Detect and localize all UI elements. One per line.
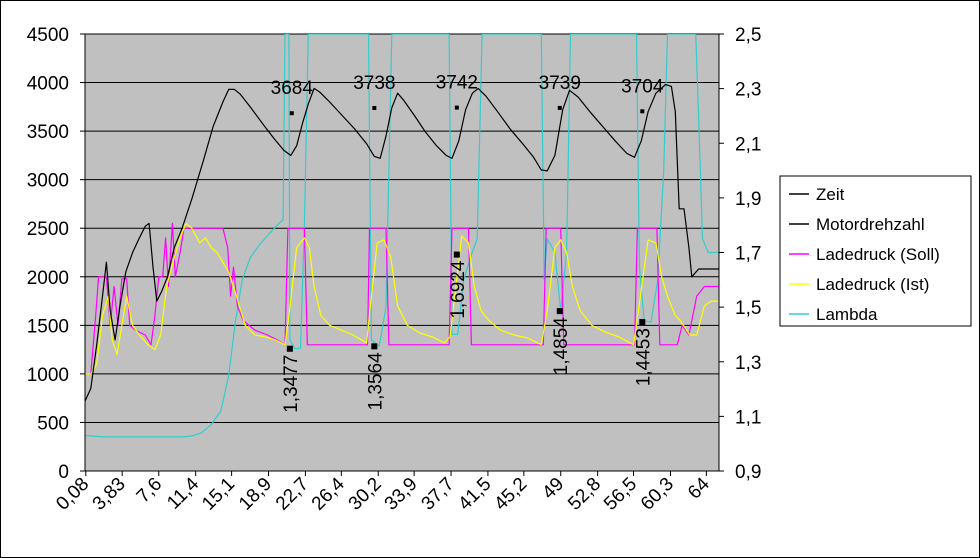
left-tick-label: 3500: [27, 122, 69, 143]
lambda-data-label: 1,4453: [633, 328, 654, 386]
plot-area: [84, 33, 720, 472]
lambda-marker: [453, 251, 460, 258]
legend: Zeit Motordrehzahl Ladedruck (Soll) Ladedru…: [779, 175, 972, 327]
x-tick-label: 60,3: [637, 474, 678, 515]
x-tick-label: 18,9: [235, 474, 276, 515]
rpm-data-label: 3742: [436, 73, 478, 94]
right-tick-label: 1,7: [735, 244, 761, 265]
left-tick-label: 500: [37, 413, 69, 434]
x-tick-label: 64: [684, 473, 714, 503]
x-tick-label: 15,1: [198, 474, 239, 515]
x-tick-label: 7,6: [133, 474, 167, 508]
left-tick-label: 1000: [27, 365, 69, 386]
x-tick-label: 33,9: [381, 474, 422, 515]
x-tick-label: 22,7: [272, 474, 313, 515]
right-tick-label: 2,5: [735, 25, 761, 46]
left-tick-label: 3000: [27, 171, 69, 192]
lambda-marker: [639, 319, 646, 326]
rpm-data-label: 3684: [271, 78, 314, 99]
right-tick-label: 1,3: [735, 353, 761, 374]
lambda-data-label: 1,6924: [448, 260, 469, 319]
x-tick-label: 26,4: [308, 473, 349, 514]
series-line-ladedruck-soll: [85, 222, 719, 375]
x-tick-label: 41,5: [454, 474, 495, 515]
rpm-marker: [557, 105, 562, 110]
legend-label: Ladedruck (Ist): [816, 275, 929, 294]
legend-label: Zeit: [816, 185, 845, 204]
series-line-motordrehzahl: [85, 83, 719, 402]
left-tick-label: 2500: [27, 219, 69, 240]
rpm-marker: [640, 109, 645, 114]
x-tick-label: 52,8: [564, 474, 605, 515]
right-tick-label: 1,9: [735, 189, 761, 210]
rpm-marker: [289, 111, 294, 116]
x-tick-label: 11,4: [163, 473, 203, 513]
legend-label: Lambda: [816, 305, 878, 324]
lambda-marker: [371, 343, 378, 350]
legend-box: [779, 175, 972, 327]
right-tick-label: 2,3: [735, 80, 761, 101]
rpm-data-label: 3738: [353, 73, 395, 94]
x-tick-label: 45,2: [490, 474, 531, 515]
lambda-data-label: 1,3477: [281, 355, 302, 413]
left-tick-label: 2000: [27, 268, 69, 289]
x-tick-label: 30,2: [345, 474, 386, 515]
lambda-marker: [286, 345, 293, 352]
right-tick-label: 1,5: [735, 298, 761, 319]
annotations: 3684 3738 3742 3739 3704 1,3477 1,3564 1,6924 1,…: [271, 73, 664, 413]
x-tick-label: 56,5: [600, 474, 641, 515]
x-tick-label: 37,7: [418, 474, 459, 515]
legend-label: Motordrehzahl: [816, 215, 925, 234]
rpm-marker: [372, 105, 377, 110]
rpm-data-label: 3739: [539, 73, 581, 94]
left-tick-label: 4500: [27, 25, 69, 46]
rpm-marker: [454, 105, 459, 110]
lambda-marker: [556, 308, 563, 315]
series-line-ladedruck-ist: [85, 222, 719, 375]
left-tick-label: 1500: [27, 316, 69, 337]
lambda-data-label: 1,4854: [551, 317, 572, 376]
right-tick-label: 2,1: [735, 134, 761, 155]
lambda-data-label: 1,3564: [365, 352, 386, 411]
x-tick-label: 3,83: [89, 474, 130, 515]
rpm-data-label: 3704: [621, 76, 664, 97]
series-layer: [85, 34, 719, 438]
left-tick-label: 4000: [27, 74, 69, 95]
right-tick-label: 0,9: [735, 462, 761, 483]
left-tick-label: 0: [58, 462, 69, 483]
series-line-lambda: [85, 34, 719, 438]
legend-label: Ladedruck (Soll): [816, 245, 940, 264]
right-tick-label: 1,1: [735, 407, 761, 428]
